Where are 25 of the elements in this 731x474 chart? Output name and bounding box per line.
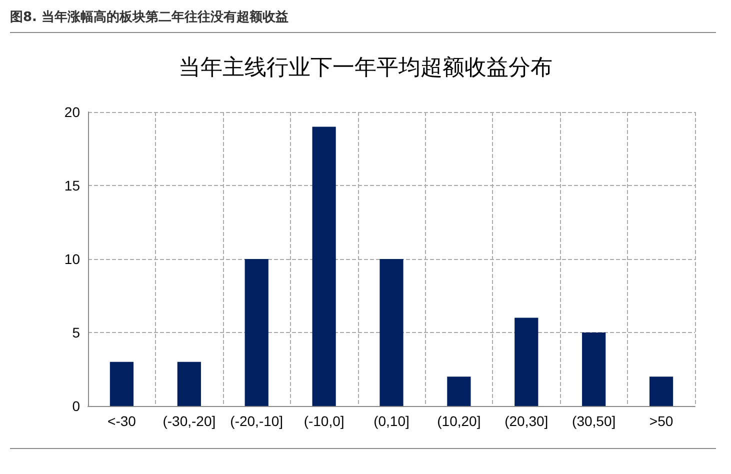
x-tick-label: (20,30] xyxy=(504,413,548,429)
x-tick-label: (-30,-20] xyxy=(162,413,216,429)
y-tick-label: 0 xyxy=(72,398,80,414)
y-tick-label: 10 xyxy=(64,251,80,267)
bar xyxy=(514,318,538,406)
y-tick-label: 5 xyxy=(72,324,80,340)
chart-title: 图8. 当年涨幅高的板块第二年往往没有超额收益 xyxy=(10,8,716,33)
x-tick-label: (-10,0] xyxy=(304,413,344,429)
bar xyxy=(312,126,336,406)
x-tick-label: (-20,-10] xyxy=(230,413,284,429)
bar xyxy=(244,259,268,406)
chart-subtitle: 当年主线行业下一年平均超额收益分布 xyxy=(178,56,552,80)
y-tick-label: 20 xyxy=(64,104,80,120)
bar xyxy=(177,362,201,406)
x-tick-label: <-30 xyxy=(108,413,136,429)
bar xyxy=(649,376,674,406)
bar xyxy=(582,332,606,406)
x-tick-label: (10,20] xyxy=(437,413,481,429)
bar xyxy=(380,259,404,406)
bar xyxy=(447,376,471,406)
x-tick-label: >50 xyxy=(649,413,674,429)
x-tick-label: (0,10] xyxy=(374,413,410,429)
bar xyxy=(110,362,134,406)
y-tick-label: 15 xyxy=(64,178,80,194)
x-tick-label: (30,50] xyxy=(572,413,616,429)
